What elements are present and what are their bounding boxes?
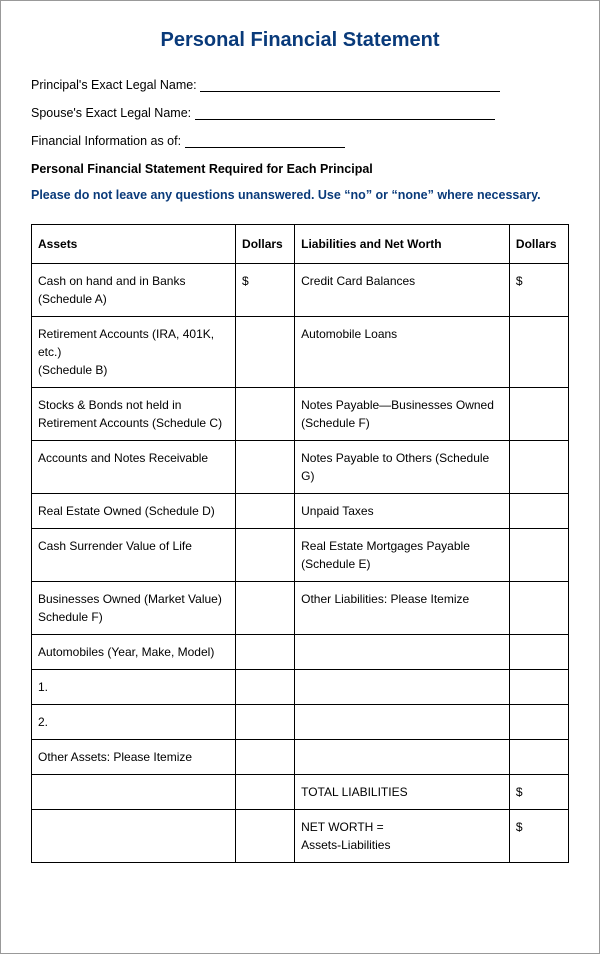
cell-dollars-1: $ <box>236 264 295 317</box>
principal-name-label: Principal's Exact Legal Name: <box>31 78 197 92</box>
cell-dollars-2 <box>509 740 568 775</box>
asof-underline <box>185 147 345 148</box>
spouse-name-underline <box>195 119 495 120</box>
cell-dollars-1 <box>236 635 295 670</box>
cell-dollars-2: $ <box>509 810 568 863</box>
cell-asset: 2. <box>32 705 236 740</box>
cell-dollars-1 <box>236 441 295 494</box>
table-row: Automobiles (Year, Make, Model) <box>32 635 569 670</box>
cell-liability: Real Estate Mortgages Payable (Schedule … <box>295 529 510 582</box>
cell-liability: TOTAL LIABILITIES <box>295 775 510 810</box>
table-row: Real Estate Owned (Schedule D) Unpaid Tax… <box>32 494 569 529</box>
table-header-row: Assets Dollars Liabilities and Net Worth… <box>32 225 569 264</box>
header-liabilities: Liabilities and Net Worth <box>295 225 510 264</box>
cell-dollars-2 <box>509 317 568 388</box>
cell-asset: 1. <box>32 670 236 705</box>
table-row: 1. <box>32 670 569 705</box>
table-row: Stocks & Bonds not held in Retirement Ac… <box>32 388 569 441</box>
cell-dollars-2 <box>509 670 568 705</box>
cell-dollars-2 <box>509 494 568 529</box>
cell-dollars-2 <box>509 635 568 670</box>
spouse-name-field: Spouse's Exact Legal Name: <box>31 106 569 120</box>
cell-asset <box>32 810 236 863</box>
cell-dollars-2 <box>509 582 568 635</box>
cell-liability: Credit Card Balances <box>295 264 510 317</box>
cell-dollars-2 <box>509 529 568 582</box>
cell-dollars-1 <box>236 388 295 441</box>
instruction-text: Please do not leave any questions unansw… <box>31 188 569 202</box>
cell-dollars-1 <box>236 705 295 740</box>
cell-dollars-1 <box>236 775 295 810</box>
cell-asset: Accounts and Notes Receivable <box>32 441 236 494</box>
cell-dollars-2: $ <box>509 775 568 810</box>
financial-table: Assets Dollars Liabilities and Net Worth… <box>31 224 569 863</box>
table-row: NET WORTH =Assets-Liabilities$ <box>32 810 569 863</box>
header-assets: Assets <box>32 225 236 264</box>
cell-liability: Unpaid Taxes <box>295 494 510 529</box>
cell-liability: Automobile Loans <box>295 317 510 388</box>
cell-dollars-2: $ <box>509 264 568 317</box>
table-row: Businesses Owned (Market Value) Schedule… <box>32 582 569 635</box>
cell-asset: Other Assets: Please Itemize <box>32 740 236 775</box>
cell-liability <box>295 740 510 775</box>
cell-dollars-2 <box>509 441 568 494</box>
principal-name-field: Principal's Exact Legal Name: <box>31 78 569 92</box>
cell-dollars-1 <box>236 494 295 529</box>
cell-asset: Retirement Accounts (IRA, 401K, etc.)(Sc… <box>32 317 236 388</box>
table-row: Other Assets: Please Itemize <box>32 740 569 775</box>
cell-asset: Businesses Owned (Market Value) Schedule… <box>32 582 236 635</box>
spouse-name-label: Spouse's Exact Legal Name: <box>31 106 191 120</box>
asof-field: Financial Information as of: <box>31 134 569 148</box>
page-title: Personal Financial Statement <box>31 29 569 52</box>
cell-dollars-1 <box>236 529 295 582</box>
cell-dollars-2 <box>509 388 568 441</box>
cell-asset: Stocks & Bonds not held in Retirement Ac… <box>32 388 236 441</box>
cell-liability: Notes Payable—Businesses Owned (Schedule… <box>295 388 510 441</box>
table-row: Cash on hand and in Banks(Schedule A)$Cr… <box>32 264 569 317</box>
table-row: Accounts and Notes Receivable Notes Payab… <box>32 441 569 494</box>
cell-asset: Automobiles (Year, Make, Model) <box>32 635 236 670</box>
cell-dollars-1 <box>236 670 295 705</box>
asof-label: Financial Information as of: <box>31 134 181 148</box>
header-dollars-2: Dollars <box>509 225 568 264</box>
table-row: Retirement Accounts (IRA, 401K, etc.)(Sc… <box>32 317 569 388</box>
cell-dollars-1 <box>236 317 295 388</box>
cell-liability <box>295 670 510 705</box>
sub-heading: Personal Financial Statement Required fo… <box>31 162 569 176</box>
principal-name-underline <box>200 91 500 92</box>
table-row: TOTAL LIABILITIES$ <box>32 775 569 810</box>
cell-dollars-2 <box>509 705 568 740</box>
cell-dollars-1 <box>236 582 295 635</box>
table-row: Cash Surrender Value of Life Real Estate … <box>32 529 569 582</box>
cell-liability <box>295 635 510 670</box>
cell-asset: Cash Surrender Value of Life <box>32 529 236 582</box>
cell-liability: Notes Payable to Others (Schedule G) <box>295 441 510 494</box>
cell-dollars-1 <box>236 810 295 863</box>
cell-liability <box>295 705 510 740</box>
cell-liability: NET WORTH =Assets-Liabilities <box>295 810 510 863</box>
header-dollars-1: Dollars <box>236 225 295 264</box>
table-row: 2. <box>32 705 569 740</box>
cell-liability: Other Liabilities: Please Itemize <box>295 582 510 635</box>
cell-asset: Cash on hand and in Banks(Schedule A) <box>32 264 236 317</box>
cell-asset <box>32 775 236 810</box>
cell-asset: Real Estate Owned (Schedule D) <box>32 494 236 529</box>
cell-dollars-1 <box>236 740 295 775</box>
